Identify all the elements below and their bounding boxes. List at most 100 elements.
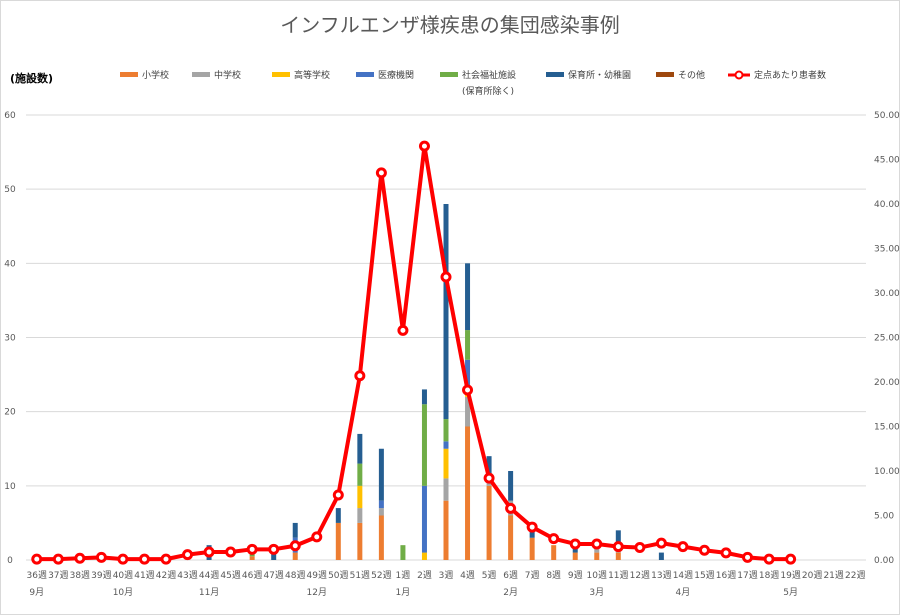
month-label: 3月 <box>589 587 604 598</box>
line-point <box>74 552 86 564</box>
legend-label: 中学校 <box>214 69 241 81</box>
legend-swatch <box>546 72 564 77</box>
bar-segment <box>378 500 384 509</box>
x-tick-label: 2週 <box>417 570 432 581</box>
line-point <box>268 543 280 555</box>
y-tick-label: 0 <box>7 556 13 566</box>
legend-swatch <box>356 72 374 77</box>
line-point <box>397 324 409 336</box>
y2-tick-label: 50.00 <box>874 111 900 121</box>
y2-tick-label: 15.00 <box>874 423 900 433</box>
bar-segment <box>551 545 557 560</box>
bar-segment <box>529 537 535 560</box>
bar-segment <box>508 471 514 501</box>
line-point <box>634 542 646 554</box>
month-label: 1月 <box>396 587 411 598</box>
y2-tick-label: 25.00 <box>874 334 900 344</box>
bar-segment <box>400 545 406 560</box>
bar-segment <box>357 433 363 464</box>
x-tick-label: 1週 <box>396 570 411 581</box>
bar-segment <box>443 204 449 420</box>
x-tick-label: 19週 <box>780 570 800 581</box>
legend-swatch <box>120 72 138 77</box>
x-tick-label: 14週 <box>673 570 693 581</box>
line-point <box>505 502 517 514</box>
y2-tick-label: 0.00 <box>874 556 894 566</box>
month-labels: 9月 10月 11月 12月 1月 2月 3月 4月 5月 <box>29 587 798 598</box>
x-tick-label: 42週 <box>156 570 176 581</box>
y2-tick-label: 20.00 <box>874 378 900 388</box>
legend-label: 保育所・幼稚園 <box>568 69 631 81</box>
bar-segment <box>378 448 384 501</box>
x-tick-label: 16週 <box>716 570 736 581</box>
month-label: 2月 <box>503 587 518 598</box>
line-point <box>31 553 43 565</box>
x-tick-label: 39週 <box>91 570 111 581</box>
x-tick-label: 9週 <box>568 570 583 581</box>
line-point <box>225 546 237 558</box>
y2-axis-ticks: 0.00 5.00 10.00 15.00 20.00 25.00 30.00 35.00 40… <box>874 111 900 566</box>
line-point <box>203 546 215 558</box>
x-tick-label: 15週 <box>694 570 714 581</box>
x-tick-label: 43週 <box>177 570 197 581</box>
x-tick-label: 22週 <box>845 570 865 581</box>
y2-tick-label: 5.00 <box>874 512 894 522</box>
bar-segment <box>465 330 471 360</box>
x-tick-label: 4週 <box>460 570 475 581</box>
bar-segment <box>335 508 341 523</box>
line-point <box>569 538 581 550</box>
legend-label: 高等学校 <box>294 69 330 81</box>
y-tick-label: 40 <box>4 259 16 269</box>
bar-segment <box>465 396 471 427</box>
legend-line-marker <box>734 70 744 80</box>
bar-segment <box>378 515 384 560</box>
line-point <box>720 547 732 559</box>
bar-segment <box>615 552 621 560</box>
line-series <box>31 140 797 565</box>
x-tick-label: 12週 <box>630 570 650 581</box>
bar-segment <box>443 478 449 501</box>
bar-segment <box>357 508 363 523</box>
line-point <box>160 553 172 565</box>
bar-segment <box>443 500 449 560</box>
bar-segment <box>357 463 363 486</box>
line-point <box>785 553 797 565</box>
x-tick-label: 49週 <box>307 570 327 581</box>
bar-segment <box>421 485 427 553</box>
x-tick-label: 6週 <box>503 570 518 581</box>
x-tick-label: 20週 <box>802 570 822 581</box>
y-axis-ticks: 0 10 20 30 40 50 60 <box>4 111 16 566</box>
line-point <box>742 551 754 563</box>
y2-tick-label: 40.00 <box>874 200 900 210</box>
x-tick-label: 10週 <box>587 570 607 581</box>
y-tick-label: 60 <box>4 111 16 121</box>
bar-segment <box>572 552 578 560</box>
line-point <box>311 531 323 543</box>
bar-segment <box>443 448 449 479</box>
month-label: 4月 <box>676 587 691 598</box>
bar-segment <box>378 508 384 516</box>
line-point <box>462 384 474 396</box>
x-tick-label: 3週 <box>439 570 454 581</box>
x-axis-ticks: 36週 37週 38週 39週 40週 41週 42週 43週 44週 45週 46週 47週 48週 4… <box>27 570 866 581</box>
x-tick-label: 7週 <box>525 570 540 581</box>
x-tick-label: 44週 <box>199 570 219 581</box>
line-point <box>612 541 624 553</box>
y2-tick-label: 45.00 <box>874 156 900 166</box>
bar-segment <box>465 263 471 331</box>
legend-swatch <box>656 72 674 77</box>
y2-tick-label: 10.00 <box>874 467 900 477</box>
x-tick-label: 8週 <box>546 570 561 581</box>
month-label: 10月 <box>113 587 133 598</box>
bar-segment <box>443 441 449 449</box>
bar-segment <box>615 530 621 546</box>
line-point <box>763 553 775 565</box>
line-point <box>526 521 538 533</box>
bar-segment <box>292 522 298 538</box>
x-tick-label: 40週 <box>113 570 133 581</box>
bar-segment <box>486 456 492 479</box>
legend-swatch <box>440 72 458 77</box>
y-tick-label: 10 <box>4 482 16 492</box>
bar-segment <box>357 485 363 509</box>
x-tick-label: 48週 <box>285 570 305 581</box>
